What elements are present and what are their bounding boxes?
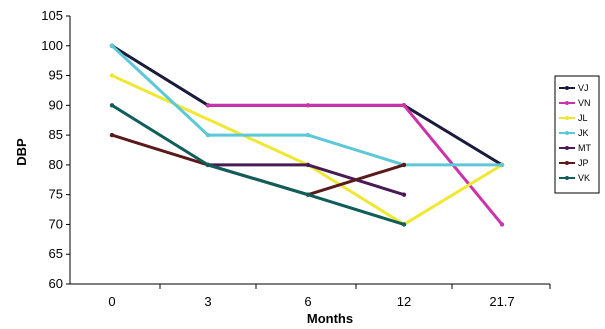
data-point-jk xyxy=(499,162,505,168)
data-point-vk xyxy=(401,222,407,227)
series-line-mt xyxy=(206,163,406,197)
data-point-vn xyxy=(401,103,407,108)
data-point-jk xyxy=(305,132,311,138)
data-point-jk xyxy=(205,132,211,138)
y-tick-label: 85 xyxy=(49,127,63,142)
legend-label-jk: JK xyxy=(578,128,589,138)
y-tick-label: 60 xyxy=(49,276,63,291)
legend-marker-vj xyxy=(565,86,569,90)
data-point-jk xyxy=(109,43,115,48)
data-point-vk xyxy=(109,103,115,108)
legend-box xyxy=(554,75,600,194)
x-tick-label: 12 xyxy=(397,294,411,309)
series-line-vk xyxy=(110,103,406,226)
legend-marker-jl xyxy=(565,116,569,120)
y-tick-label: 70 xyxy=(49,216,63,231)
series-layer xyxy=(109,43,505,227)
y-tick-label: 105 xyxy=(41,8,63,23)
data-point-vn xyxy=(205,103,211,108)
legend-label-jl: JL xyxy=(578,113,588,123)
x-tick-label: 3 xyxy=(204,294,211,309)
legend-marker-jk xyxy=(565,131,569,135)
legend-label-jp: JP xyxy=(578,158,589,168)
x-tick-label: 21.7 xyxy=(489,294,514,309)
x-axis-ticks: 0 3 6 12 21.7 xyxy=(108,284,551,309)
y-tick-label: 95 xyxy=(49,68,63,83)
legend-label-vn: VN xyxy=(578,98,591,108)
legend-marker-mt xyxy=(565,146,569,150)
data-point-vn xyxy=(499,222,505,227)
legend-marker-vn xyxy=(565,101,569,105)
legend: VJ VN JL JK MT JP VK xyxy=(554,75,600,194)
series-line-jl xyxy=(110,74,504,226)
data-point-mt xyxy=(401,192,407,197)
x-tick-label: 0 xyxy=(108,294,115,309)
legend-label-vk: VK xyxy=(578,173,590,183)
data-point-vk xyxy=(205,162,211,168)
y-axis-title: DBP xyxy=(14,138,29,166)
data-point-jp xyxy=(109,132,115,138)
y-axis-ticks: 60 65 70 75 80 85 90 95 100 105 xyxy=(41,8,70,291)
x-tick-label: 6 xyxy=(304,294,311,309)
y-tick-label: 90 xyxy=(49,97,63,112)
data-point-jl xyxy=(109,73,115,78)
y-tick-label: 100 xyxy=(41,38,63,53)
legend-label-mt: MT xyxy=(578,143,591,153)
y-tick-label: 75 xyxy=(49,187,63,202)
data-point-jp xyxy=(401,162,407,168)
y-tick-label: 80 xyxy=(49,157,63,172)
data-point-mt xyxy=(305,162,311,168)
data-point-vk xyxy=(305,192,311,197)
x-axis-title: Months xyxy=(307,311,353,326)
y-tick-label: 65 xyxy=(49,246,63,261)
data-point-vn xyxy=(305,103,311,108)
legend-marker-vk xyxy=(565,176,569,180)
legend-marker-jp xyxy=(565,161,569,165)
legend-label-vj: VJ xyxy=(578,83,589,93)
